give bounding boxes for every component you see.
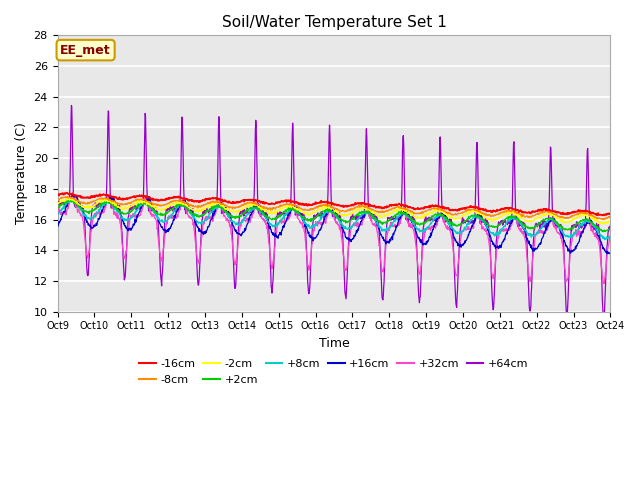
- X-axis label: Time: Time: [319, 337, 349, 350]
- Legend: -16cm, -8cm, -2cm, +2cm, +8cm, +16cm, +32cm, +64cm: -16cm, -8cm, -2cm, +2cm, +8cm, +16cm, +3…: [135, 355, 533, 389]
- Text: EE_met: EE_met: [60, 44, 111, 57]
- Y-axis label: Temperature (C): Temperature (C): [15, 122, 28, 225]
- Title: Soil/Water Temperature Set 1: Soil/Water Temperature Set 1: [221, 15, 446, 30]
